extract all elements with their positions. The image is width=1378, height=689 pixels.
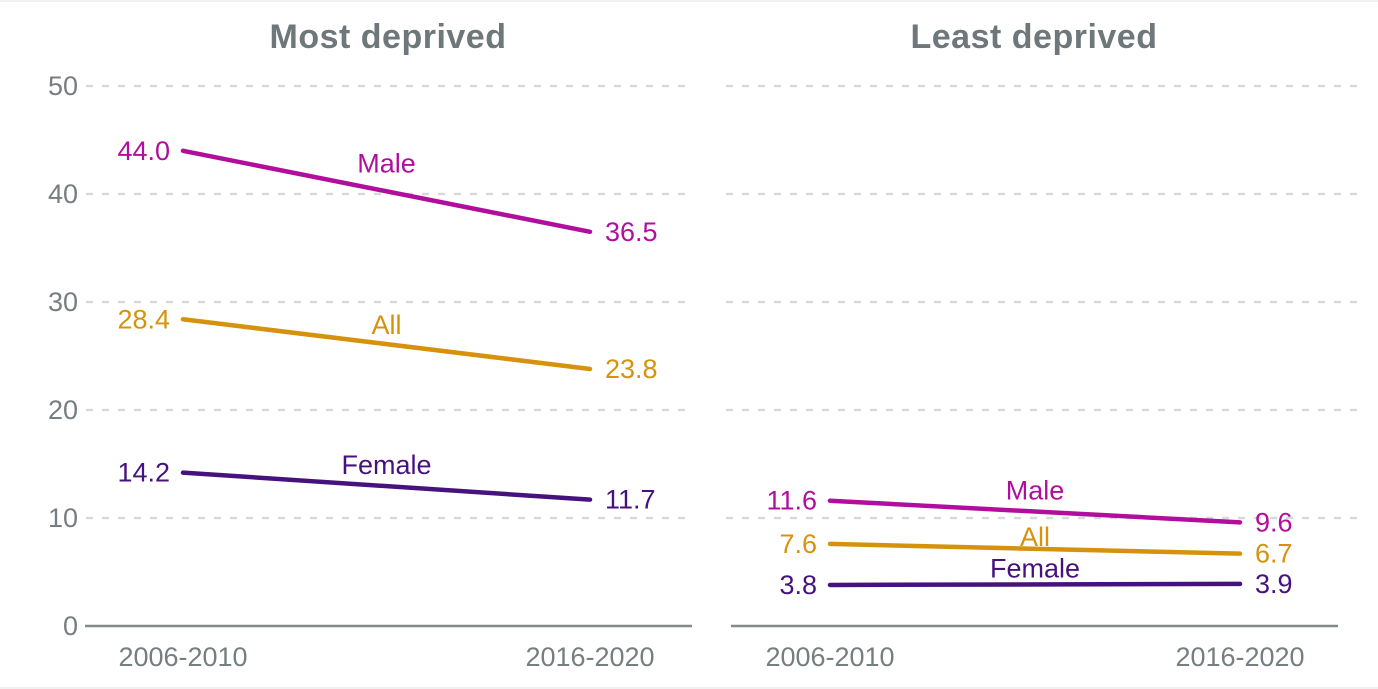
series-label-female: Female — [990, 553, 1080, 583]
y-tick-label: 0 — [63, 611, 78, 641]
value-label-female-start: 14.2 — [117, 458, 170, 488]
series-line-all — [180, 317, 593, 372]
y-tick-label: 30 — [48, 287, 78, 317]
series-label-all: All — [371, 310, 401, 340]
series-line-female — [180, 470, 593, 502]
value-label-female-end: 11.7 — [605, 485, 656, 515]
series-line-male — [827, 498, 1243, 525]
y-tick-label: 10 — [48, 503, 78, 533]
value-label-all-start: 28.4 — [117, 304, 170, 334]
x-tick-label: 2016-2020 — [525, 642, 654, 672]
series-label-male: Male — [1006, 476, 1065, 506]
series-line-female — [827, 581, 1243, 588]
x-tick-label: 2006-2010 — [118, 642, 247, 672]
value-label-all-start: 7.6 — [779, 529, 817, 559]
value-label-all-end: 6.7 — [1255, 539, 1293, 569]
y-tick-label: 50 — [48, 71, 78, 101]
series-line-male — [180, 148, 593, 235]
value-label-male-start: 44.0 — [117, 136, 170, 166]
value-label-female-end: 3.9 — [1255, 569, 1293, 599]
x-tick-label: 2016-2020 — [1175, 642, 1304, 672]
y-tick-label: 20 — [48, 395, 78, 425]
series-label-female: Female — [341, 450, 431, 480]
value-label-male-end: 9.6 — [1255, 507, 1293, 537]
value-label-all-end: 23.8 — [605, 354, 658, 384]
x-tick-label: 2006-2010 — [765, 642, 894, 672]
series-label-all: All — [1020, 522, 1050, 552]
y-tick-label: 40 — [48, 179, 78, 209]
value-label-male-start: 11.6 — [766, 486, 817, 516]
value-label-female-start: 3.8 — [779, 570, 817, 600]
panel-title-most-deprived: Most deprived — [269, 18, 507, 56]
value-label-male-end: 36.5 — [605, 217, 658, 247]
series-line-all — [827, 541, 1243, 556]
series-label-male: Male — [357, 148, 416, 178]
panel-title-least-deprived: Least deprived — [910, 18, 1158, 56]
